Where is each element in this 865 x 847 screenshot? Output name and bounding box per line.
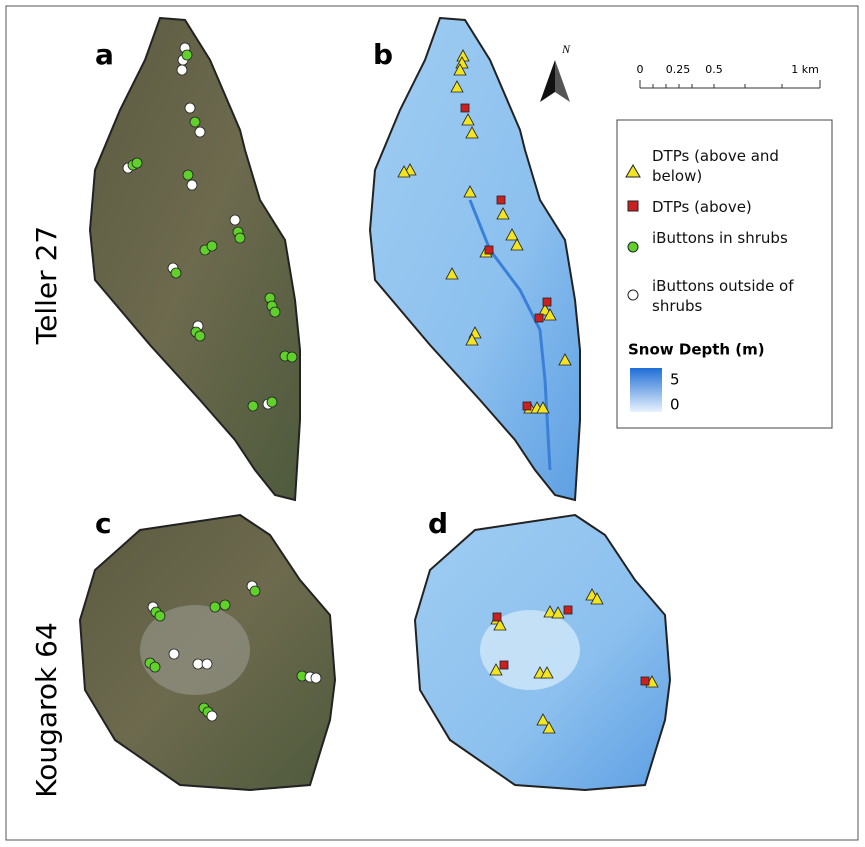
panel-label: a: [95, 38, 114, 71]
north-label: N: [561, 42, 571, 56]
map-figure: a b c d Teller 27 Kougarok 64 N 0 0.25 0…: [0, 0, 865, 847]
panel-label: c: [95, 507, 112, 540]
ibutton-shrub: [270, 307, 280, 317]
ibutton-shrub: [132, 158, 142, 168]
colorbar-title: Snow Depth (m): [628, 341, 765, 359]
ibutton-shrub: [150, 662, 160, 672]
colorbar: [630, 368, 662, 412]
ibutton-shrub: [207, 241, 217, 251]
legend-white-circle: [628, 290, 638, 300]
panel-label: d: [428, 507, 448, 540]
ibutton-shrub: [248, 401, 258, 411]
dtp-above: [493, 613, 501, 621]
dtp-above: [641, 677, 649, 685]
figure: a b c d Teller 27 Kougarok 64 N 0 0.25 0…: [0, 0, 865, 847]
legend-text: DTPs (above and below): [652, 146, 820, 186]
colorbar-label: 5: [670, 371, 680, 389]
ibutton-shrub: [155, 611, 165, 621]
ibutton-open: [169, 649, 179, 659]
dtp-above: [535, 314, 543, 322]
dtp-above: [485, 246, 493, 254]
ibutton-open: [207, 711, 217, 721]
ibutton-shrub: [190, 117, 200, 127]
ibutton-shrub: [182, 50, 192, 60]
scale-label: 1 km: [791, 63, 819, 76]
ibutton-shrub: [220, 600, 230, 610]
legend-text: iButtons in shrubs: [652, 228, 820, 248]
ibutton-shrub: [267, 397, 277, 407]
legend-green-circle: [628, 242, 638, 252]
scale-label: 0.25: [666, 63, 691, 76]
ibutton-open: [187, 180, 197, 190]
ibutton-shrub: [171, 268, 181, 278]
site-label: Kougarok 64: [30, 622, 63, 798]
dtp-above: [523, 402, 531, 410]
ibutton-open: [177, 65, 187, 75]
dtp-above: [543, 298, 551, 306]
scale-label: 0.5: [705, 63, 723, 76]
ibutton-open: [195, 127, 205, 137]
ibutton-shrub: [195, 331, 205, 341]
scale-label: 0: [637, 63, 644, 76]
ibutton-shrub: [287, 352, 297, 362]
panel-label: b: [373, 38, 393, 71]
dtp-above: [461, 104, 469, 112]
ibutton-open: [185, 103, 195, 113]
ibutton-shrub: [210, 602, 220, 612]
dtp-above: [564, 606, 572, 614]
ibutton-open: [311, 673, 321, 683]
legend-text: iButtons outside of shrubs: [652, 276, 820, 316]
legend-text: DTPs (above): [652, 197, 820, 217]
ibutton-shrub: [250, 586, 260, 596]
site-label: Teller 27: [30, 226, 63, 345]
ibutton-shrub: [183, 170, 193, 180]
ibutton-open: [230, 215, 240, 225]
dtp-above: [497, 196, 505, 204]
dtp-above: [500, 661, 508, 669]
ibutton-shrub: [235, 233, 245, 243]
ibutton-open: [202, 659, 212, 669]
ibutton-open: [193, 659, 203, 669]
legend-square: [628, 201, 638, 211]
colorbar-label: 0: [670, 396, 680, 414]
